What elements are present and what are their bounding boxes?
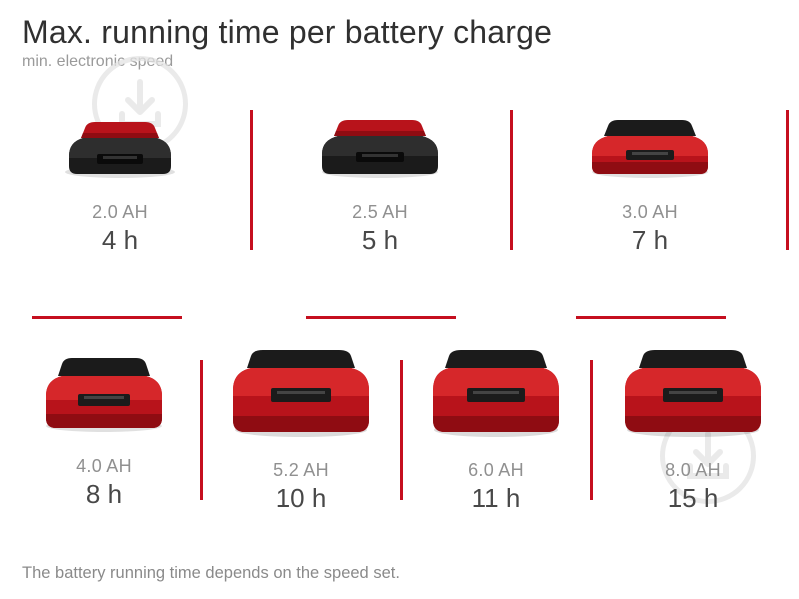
battery-image xyxy=(34,348,174,438)
battery-image xyxy=(55,104,185,184)
battery-runtime: 15 h xyxy=(668,483,719,514)
battery-cell: 8.0 AH 15 h xyxy=(608,342,778,514)
battery-capacity: 2.0 AH xyxy=(92,202,148,223)
battery-capacity: 4.0 AH xyxy=(76,456,132,477)
battery-capacity: 8.0 AH xyxy=(665,460,721,481)
divider-horizontal xyxy=(306,316,456,319)
battery-grid: 2.0 AH 4 h 2.5 AH 5 h 3.0 AH 7 h xyxy=(0,98,799,538)
divider-vertical xyxy=(786,110,789,250)
divider-vertical xyxy=(250,110,253,250)
battery-capacity: 2.5 AH xyxy=(352,202,408,223)
footnote: The battery running time depends on the … xyxy=(22,564,400,583)
battery-cell: 5.2 AH 10 h xyxy=(216,342,386,514)
battery-image xyxy=(421,342,571,442)
battery-cell: 2.5 AH 5 h xyxy=(300,104,460,256)
battery-image xyxy=(580,104,720,184)
battery-runtime: 8 h xyxy=(86,479,122,510)
divider-vertical xyxy=(590,360,593,500)
divider-horizontal xyxy=(576,316,726,319)
battery-runtime: 5 h xyxy=(362,225,398,256)
battery-runtime: 4 h xyxy=(102,225,138,256)
battery-cell: 6.0 AH 11 h xyxy=(416,342,576,514)
battery-capacity: 3.0 AH xyxy=(622,202,678,223)
page-title: Max. running time per battery charge xyxy=(0,0,799,53)
battery-cell: 3.0 AH 7 h xyxy=(570,104,730,256)
battery-cell: 2.0 AH 4 h xyxy=(40,104,200,256)
battery-image xyxy=(221,342,381,442)
divider-vertical xyxy=(400,360,403,500)
divider-horizontal xyxy=(32,316,182,319)
battery-capacity: 6.0 AH xyxy=(468,460,524,481)
battery-capacity: 5.2 AH xyxy=(273,460,329,481)
battery-runtime: 10 h xyxy=(276,483,327,514)
divider-vertical xyxy=(200,360,203,500)
battery-runtime: 11 h xyxy=(472,483,521,514)
battery-cell: 4.0 AH 8 h xyxy=(24,348,184,510)
divider-vertical xyxy=(510,110,513,250)
battery-image xyxy=(310,104,450,184)
battery-image xyxy=(613,342,773,442)
battery-runtime: 7 h xyxy=(632,225,668,256)
